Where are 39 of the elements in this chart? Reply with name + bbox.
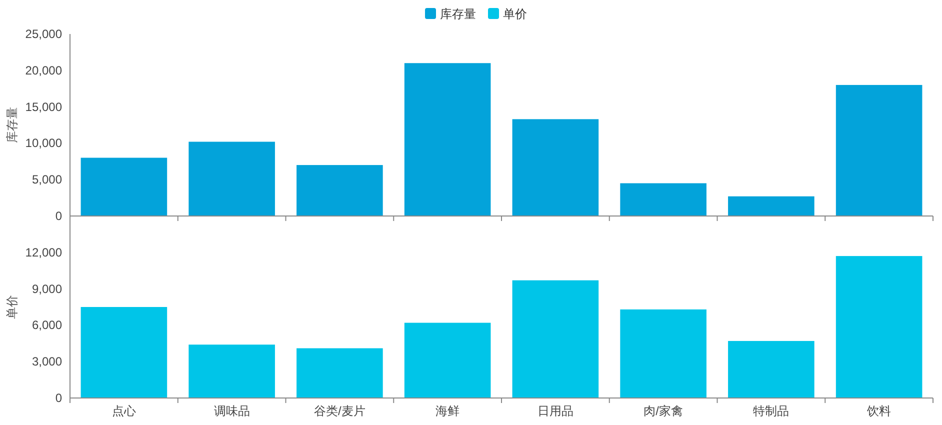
bar xyxy=(188,142,275,216)
bar xyxy=(512,280,599,398)
bar xyxy=(728,340,814,398)
y-tick-label: 25,000 xyxy=(25,27,62,41)
x-tick-label: 调味品 xyxy=(214,404,250,418)
bar xyxy=(404,63,491,216)
x-tick-label: 肉/家禽 xyxy=(644,404,683,418)
x-tick-label: 谷类/麦片 xyxy=(314,404,366,418)
x-tick-label: 日用品 xyxy=(537,404,574,418)
y-axis-title: 单价 xyxy=(5,295,19,319)
bar xyxy=(80,158,168,216)
legend-label: 单价 xyxy=(503,7,527,21)
bar xyxy=(620,309,706,398)
x-tick-label: 特制品 xyxy=(753,404,790,418)
y-tick-label: 12,000 xyxy=(25,245,62,260)
bar xyxy=(80,307,168,398)
y-tick-label: 0 xyxy=(55,391,62,405)
y-tick-label: 3,000 xyxy=(32,354,62,369)
bar xyxy=(296,165,383,216)
legend-label: 库存量 xyxy=(440,7,476,21)
bar xyxy=(188,344,275,398)
x-tick-label: 饮料 xyxy=(866,404,892,418)
y-tick-label: 10,000 xyxy=(25,136,62,150)
bar xyxy=(512,119,599,216)
y-tick-label: 20,000 xyxy=(25,63,62,78)
y-tick-label: 15,000 xyxy=(25,100,62,114)
y-tick-label: 9,000 xyxy=(32,282,62,296)
y-axis-title: 库存量 xyxy=(5,107,19,143)
y-tick-label: 0 xyxy=(55,209,62,223)
bar xyxy=(836,256,922,398)
y-tick-label: 5,000 xyxy=(32,172,62,187)
bar xyxy=(404,322,491,398)
bar xyxy=(836,84,922,216)
x-tick-label: 点心 xyxy=(112,404,136,418)
x-tick-label: 海鲜 xyxy=(436,404,460,418)
bar xyxy=(296,348,383,398)
y-tick-label: 6,000 xyxy=(32,318,62,332)
bar xyxy=(728,196,814,216)
bar xyxy=(620,183,706,216)
